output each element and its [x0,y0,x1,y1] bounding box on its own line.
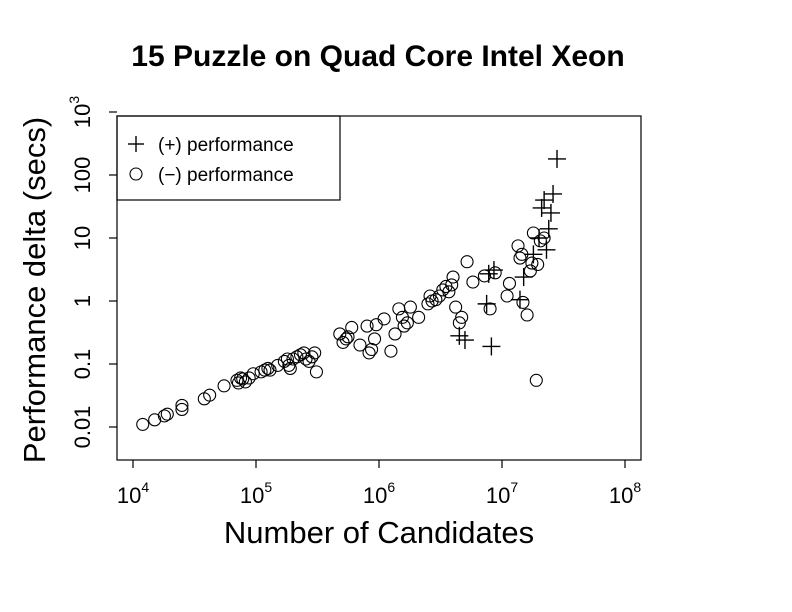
positive-performance-point [455,331,474,350]
negative-performance-point [341,330,355,344]
negative-performance-point [466,275,480,289]
negative-performance-point [432,289,446,303]
negative-performance-point [442,285,456,299]
negative-performance-point [533,234,547,248]
y-tick-label: 100 [70,157,95,194]
negative-performance-point [446,270,460,284]
negative-performance-point [526,226,540,240]
negative-performance-point [452,316,466,330]
negative-performance-point [353,338,367,352]
negative-performance-point [148,413,162,427]
negative-performance-point [412,310,426,324]
negative-performance-point [175,398,189,412]
negative-performance-point [360,319,374,333]
negative-performance-point [290,350,304,364]
data-points [136,149,567,431]
negative-performance-point [365,342,379,357]
negative-performance-point [302,354,316,368]
negative-performance-point [502,276,517,290]
negative-performance-point [445,278,459,292]
negative-performance-point [403,300,417,314]
negative-performance-point [258,363,272,377]
x-axis-label: Number of Candidates [224,515,534,550]
negative-performance-point [263,363,277,377]
negative-performance-point [460,255,474,269]
legend-label-positive: (+) performance [158,135,294,156]
positive-performance-point [544,184,563,203]
negative-performance-point [397,319,411,333]
negative-performance-point [271,358,285,372]
negative-performance-point [345,320,359,335]
legend-circle-marker [129,167,143,181]
negative-performance-point [516,295,530,309]
negative-performance-point [308,346,322,360]
y-tick-label: 1 [70,295,95,307]
x-tick-label: 104 [117,479,149,508]
negative-performance-point [203,388,217,402]
negative-performance-point [261,361,275,375]
negative-performance-point [388,327,402,341]
positive-performance-point [548,149,567,168]
negative-performance-point [515,247,529,261]
x-tick-label: 108 [609,479,641,508]
y-tick-label: 0.01 [70,406,95,449]
negative-performance-point [136,417,150,431]
negative-performance-point [157,409,171,423]
negative-performance-point [362,346,376,360]
x-tick-label: 106 [363,479,395,508]
y-axis: 0.01 0.1 1 10 100 103 [66,96,117,449]
negative-performance-point [283,361,297,375]
negative-performance-point [217,379,231,393]
negative-performance-point [242,371,256,385]
chart-title: 15 Puzzle on Quad Core Intel Xeon [131,40,624,73]
positive-performance-point [532,198,551,217]
negative-performance-point [525,256,539,270]
negative-performance-point [299,352,313,366]
y-tick-label: 103 [66,96,95,128]
negative-performance-point [531,257,545,272]
negative-performance-point [305,350,319,364]
negative-performance-point [309,365,323,379]
x-tick-label: 105 [240,479,272,508]
negative-performance-point [421,297,435,311]
negative-performance-point [483,302,497,316]
negative-performance-point [369,318,383,332]
negative-performance-point [339,332,353,346]
negative-performance-point [384,344,398,358]
positive-performance-point [510,290,529,309]
y-axis-label: Performance delta (secs) [17,117,52,463]
negative-performance-point [523,264,537,278]
negative-performance-point [160,407,174,421]
negative-performance-point [455,310,469,324]
legend: (+) performance (−) performance [116,115,341,201]
legend-box [116,115,341,201]
negative-performance-point [500,289,514,303]
negative-performance-point [238,375,252,389]
negative-performance-point [367,332,382,346]
negative-performance-point [236,372,250,386]
negative-performance-point [520,308,534,322]
positive-performance-point [541,203,560,222]
negative-performance-point [400,316,414,330]
x-tick-label: 107 [486,479,518,508]
legend-label-negative: (−) performance [158,165,294,186]
negative-performance-point [230,373,244,387]
negative-performance-point [377,312,391,326]
y-tick-label: 10 [70,226,95,250]
legend-plus-marker [128,136,144,152]
negative-performance-point [449,300,463,314]
x-axis: 104 105 106 107 108 [117,460,641,508]
negative-performance-point [286,352,300,366]
negative-performance-point [175,402,189,416]
y-tick-label: 0.1 [70,349,95,380]
negative-performance-point [429,293,443,307]
negative-performance-point [280,352,294,366]
negative-performance-point [246,367,260,381]
negative-performance-point [537,231,551,245]
negative-performance-point [488,266,502,280]
positive-performance-point [482,337,501,356]
negative-performance-point [529,373,543,387]
